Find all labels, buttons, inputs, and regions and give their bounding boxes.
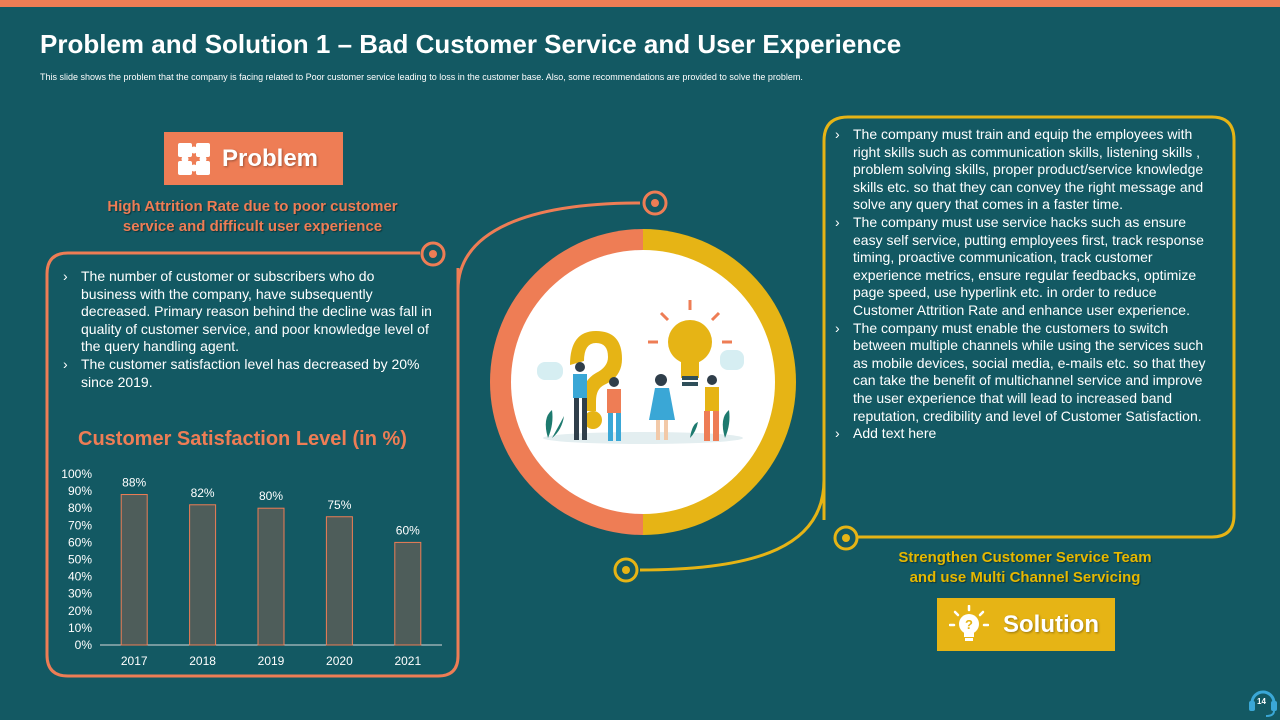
node-circle-bottom: [613, 557, 639, 583]
solution-bullet: The company must enable the customers to…: [834, 320, 1219, 426]
problem-bullet: The customer satisfaction level has decr…: [62, 356, 432, 391]
page-number-badge: 14: [1246, 683, 1280, 717]
node-circle-problem: [420, 241, 446, 267]
bar-data-label: 75%: [327, 498, 351, 512]
central-donut: [490, 229, 796, 535]
page-number: 14: [1257, 697, 1266, 706]
y-tick-label: 100%: [61, 467, 92, 481]
y-tick-label: 90%: [68, 484, 92, 498]
solution-bullet-list: The company must train and equip the emp…: [834, 126, 1219, 443]
solution-heading-line2: and use Multi Channel Servicing: [909, 568, 1141, 586]
solution-bullet: Add text here: [834, 425, 1219, 443]
node-circle-top: [642, 190, 668, 216]
problem-heading-line1: High Attrition Rate due to poor customer: [107, 198, 398, 215]
satisfaction-bar-chart: 0% 10% 20% 30% 40% 50% 60% 70% 80% 90% 100% 88% 2017…: [61, 467, 442, 668]
solution-bullet: The company must train and equip the emp…: [834, 126, 1219, 214]
x-tick-label: 2021: [394, 654, 421, 668]
problem-bullet-list: The number of customer or subscribers wh…: [62, 268, 432, 391]
bar-data-label: 88%: [122, 476, 146, 490]
solution-bullet: The company must use service hacks such …: [834, 214, 1219, 320]
x-tick-label: 2017: [121, 654, 148, 668]
lightbulb-question-icon: ?: [949, 604, 989, 641]
top-accent-bar: [0, 0, 1280, 7]
problem-bullet: The number of customer or subscribers wh…: [62, 268, 432, 356]
bar-2017: [120, 494, 148, 646]
solution-heading: Strengthen Customer Service Team and use…: [860, 548, 1190, 587]
people-question-lightbulb-illustration: [537, 300, 744, 444]
solution-heading-line1: Strengthen Customer Service Team: [898, 549, 1152, 566]
solution-frame-line: [822, 115, 1236, 539]
problem-connector-curve: [456, 201, 641, 291]
bar-data-label: 60%: [396, 523, 420, 537]
y-tick-label: 60%: [68, 535, 92, 549]
headset-icon: [1249, 690, 1277, 717]
y-tick-label: 20%: [68, 604, 92, 618]
bar-2020: [325, 516, 353, 646]
problem-heading-line2: service and difficult user experience: [122, 217, 383, 235]
problem-badge-label: Problem: [222, 144, 319, 172]
x-tick-label: 2018: [189, 654, 216, 668]
y-tick-label: 30%: [68, 587, 92, 601]
bar-data-label: 82%: [191, 486, 215, 500]
bar-2018: [189, 504, 217, 646]
x-tick-label: 2020: [326, 654, 353, 668]
slide-title: Problem and Solution 1 – Bad Customer Se…: [40, 29, 902, 59]
solution-connector-curve: [639, 479, 826, 572]
solution-badge: ? Solution: [937, 598, 1115, 651]
y-tick-label: 10%: [68, 621, 92, 635]
slide-subtitle: This slide shows the problem that the co…: [40, 72, 803, 82]
chart-title: Customer Satisfaction Level (in %): [78, 428, 407, 450]
problem-frame-line: [45, 251, 460, 678]
problem-badge: Problem: [164, 132, 343, 185]
bar-2019: [257, 507, 285, 646]
y-tick-label: 70%: [68, 518, 92, 532]
bar-2021: [394, 541, 422, 646]
svg-text:?: ?: [965, 617, 973, 632]
y-tick-label: 0%: [75, 638, 93, 652]
problem-heading: High Attrition Rate due to poor customer…: [80, 197, 425, 236]
y-tick-label: 40%: [68, 570, 92, 584]
puzzle-icon: [178, 142, 210, 175]
y-tick-label: 80%: [68, 501, 92, 515]
bar-data-label: 80%: [259, 489, 283, 503]
node-circle-solution: [833, 525, 859, 551]
solution-badge-label: Solution: [1003, 610, 1099, 638]
x-tick-label: 2019: [258, 654, 285, 668]
y-tick-label: 50%: [68, 553, 92, 567]
